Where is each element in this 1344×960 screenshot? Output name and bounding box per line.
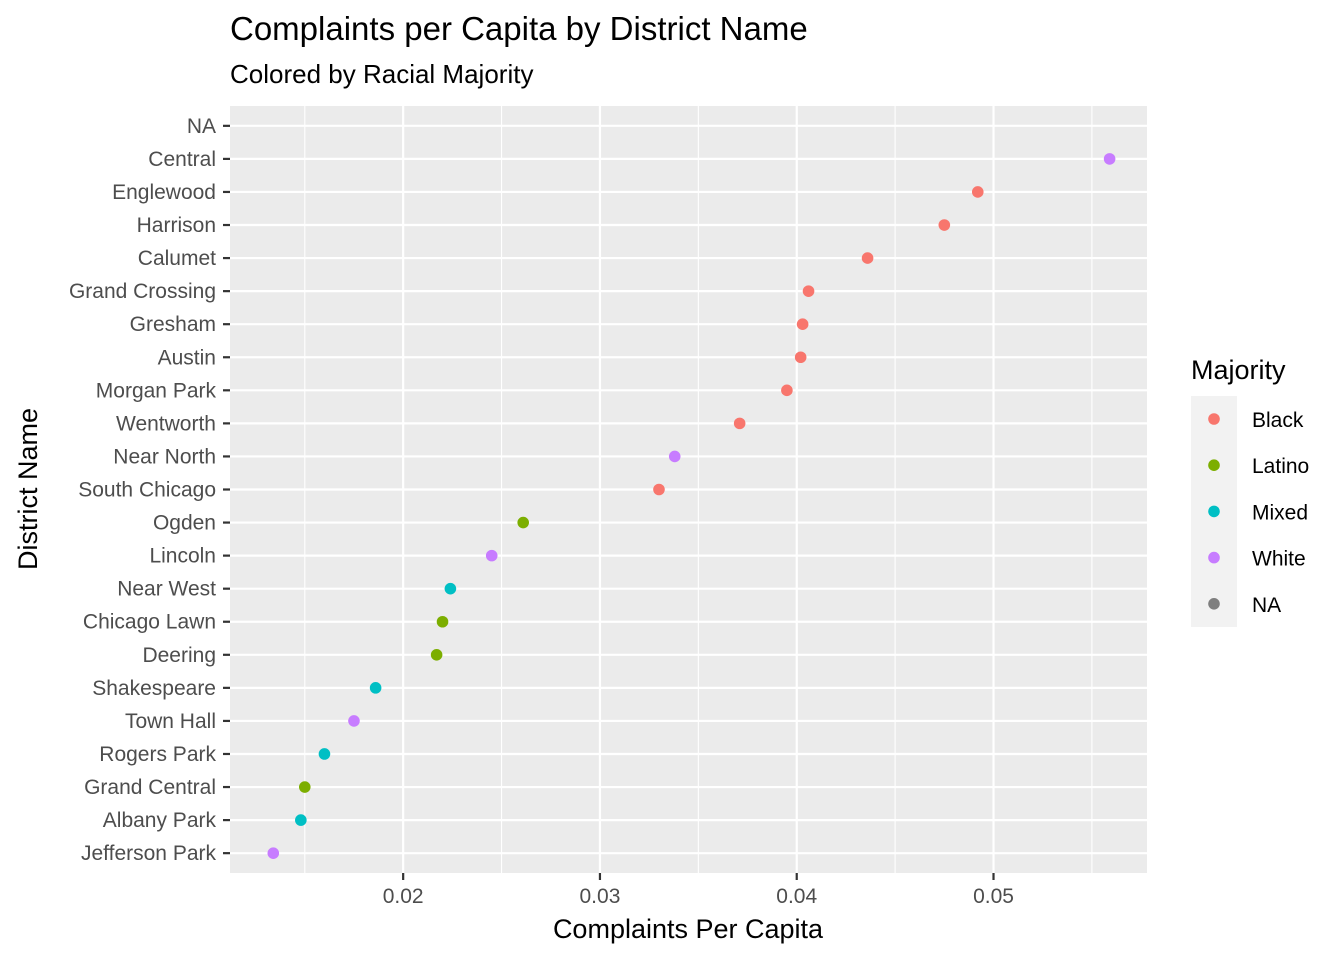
legend-key <box>1208 413 1220 425</box>
legend-label: Latino <box>1252 455 1309 478</box>
data-point <box>861 252 874 264</box>
x-tick-label: 0.03 <box>580 885 621 908</box>
data-point <box>295 814 307 826</box>
data-point <box>733 417 746 430</box>
data-point <box>653 483 665 496</box>
y-tick-label: Rogers Park <box>99 743 216 766</box>
legend-key <box>1208 598 1220 610</box>
y-tick-label: Gresham <box>130 313 216 336</box>
y-tick-label: Chicago Lawn <box>83 611 216 634</box>
y-tick-label: Albany Park <box>103 809 217 832</box>
y-tick-label: Austin <box>158 346 216 369</box>
legend-key <box>1208 459 1220 472</box>
legend-label: White <box>1252 548 1306 571</box>
data-point <box>298 781 311 793</box>
data-point <box>485 549 498 562</box>
data-point <box>267 847 280 859</box>
major-gridlines <box>230 106 1147 873</box>
chart-title: Complaints per Capita by District Name <box>230 10 808 47</box>
chart-subtitle: Colored by Racial Majority <box>230 59 534 89</box>
y-tick-label: NA <box>187 115 216 138</box>
y-tick-label: Jefferson Park <box>81 842 217 865</box>
legend: Majority Black Latino Mixed White NA <box>1191 355 1309 627</box>
data-point <box>348 715 360 727</box>
legend-label: NA <box>1252 594 1281 617</box>
y-tick-label: Ogden <box>153 512 216 535</box>
x-axis: 0.02 0.03 0.04 0.05 <box>383 873 1014 908</box>
y-tick-label: Central <box>148 148 216 171</box>
data-point <box>430 649 443 661</box>
data-point <box>794 351 807 364</box>
data-points <box>267 153 1116 859</box>
y-tick-label: Near West <box>117 578 216 601</box>
data-point <box>436 615 449 628</box>
data-point <box>971 186 984 198</box>
x-tick-label: 0.04 <box>776 885 817 908</box>
y-tick-label: Harrison <box>137 214 216 237</box>
x-tick-label: 0.05 <box>973 885 1014 908</box>
data-point <box>802 285 815 297</box>
y-tick-label: Shakespeare <box>92 677 216 700</box>
y-tick-label: Calumet <box>138 247 216 270</box>
data-point <box>318 748 331 760</box>
y-tick-label: Morgan Park <box>96 379 217 402</box>
y-tick-label: Wentworth <box>116 412 216 435</box>
y-axis-title: District Name <box>13 408 43 570</box>
y-tick-label: Lincoln <box>149 545 216 568</box>
y-tick-label: Grand Central <box>84 776 216 799</box>
y-tick-label: Near North <box>113 445 216 468</box>
data-point <box>938 219 951 231</box>
legend-title: Majority <box>1191 355 1286 385</box>
legend-label: Black <box>1252 409 1304 432</box>
y-tick-label: Town Hall <box>125 710 216 733</box>
y-tick-label: Englewood <box>112 181 216 204</box>
data-point <box>796 318 809 330</box>
y-tick-label: South Chicago <box>78 479 216 502</box>
x-axis-title: Complaints Per Capita <box>553 914 824 944</box>
data-point <box>517 516 530 529</box>
y-axis: NA Central Englewood Harrison Calumet Grand C… <box>69 115 230 865</box>
legend-label: Mixed <box>1252 501 1308 524</box>
data-point <box>781 384 793 397</box>
data-point <box>1103 153 1116 165</box>
y-tick-label: Grand Crossing <box>69 280 216 303</box>
legend-key <box>1208 551 1220 564</box>
data-point <box>444 582 457 595</box>
legend-key <box>1208 505 1220 518</box>
data-point <box>668 450 681 463</box>
data-point <box>369 682 382 694</box>
x-tick-label: 0.02 <box>383 885 424 908</box>
y-tick-label: Deering <box>142 644 216 667</box>
